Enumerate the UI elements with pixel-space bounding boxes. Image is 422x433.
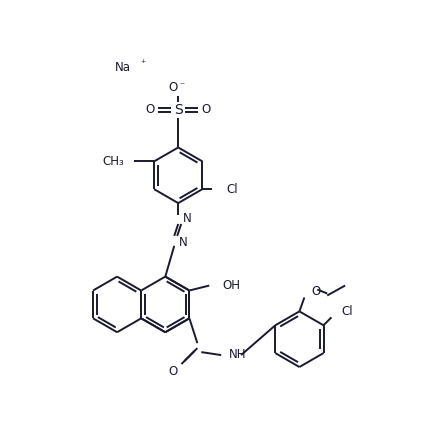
Text: S: S	[174, 103, 183, 117]
Text: N: N	[179, 236, 188, 249]
Text: Na: Na	[114, 61, 130, 74]
Text: O: O	[146, 103, 155, 116]
Text: Cl: Cl	[341, 305, 353, 318]
Text: Cl: Cl	[226, 183, 238, 196]
Text: N: N	[183, 213, 192, 226]
Text: OH: OH	[222, 279, 240, 292]
Text: O: O	[311, 285, 321, 298]
Text: O: O	[168, 81, 177, 94]
Text: NH: NH	[229, 348, 246, 361]
Text: O: O	[169, 365, 178, 378]
Text: O: O	[201, 103, 211, 116]
Text: ⁺: ⁺	[140, 59, 145, 69]
Text: ⁻: ⁻	[180, 81, 185, 91]
Text: CH₃: CH₃	[103, 155, 124, 168]
